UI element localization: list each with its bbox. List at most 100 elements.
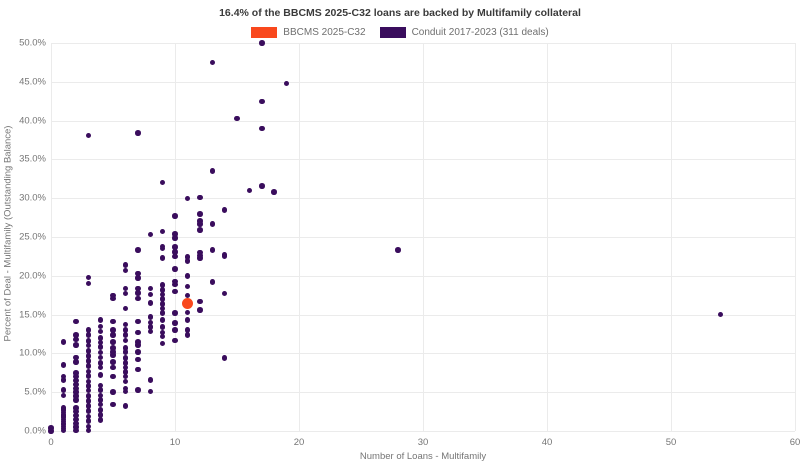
plot-area [48,40,796,434]
data-point-conduit [85,348,91,354]
legend-item-bbcms: BBCMS 2025-C32 [251,27,366,38]
y-tick-label: 15.0% [19,309,46,321]
data-point-conduit [172,253,178,260]
x-tick-label: 10 [169,437,181,448]
data-point-conduit [110,318,116,325]
data-point-conduit [122,321,129,328]
x-tick-label: 60 [789,437,800,448]
data-point-conduit [172,327,178,333]
data-point-conduit [159,282,166,288]
data-point-conduit [135,295,141,302]
horizontal-gridline [51,275,795,277]
data-point-conduit [159,255,166,261]
data-point-conduit [122,332,129,338]
data-point-conduit [159,228,166,235]
data-point-conduit [73,336,79,343]
x-tick-label: 20 [293,437,305,448]
data-point-conduit [159,301,166,307]
data-point-conduit [73,412,79,419]
data-point-conduit [97,417,104,423]
data-point-conduit [159,245,166,252]
data-point-conduit [197,221,203,227]
horizontal-gridline [51,353,795,355]
data-point-conduit [97,364,104,371]
data-point-conduit [159,317,166,323]
data-point-conduit [73,373,79,380]
data-point-conduit [85,383,91,389]
data-point-conduit [73,385,79,392]
data-point-conduit [122,364,129,371]
data-point-conduit [110,401,116,408]
data-point-conduit [172,249,178,255]
data-point-conduit [209,279,215,285]
horizontal-gridline [51,431,795,432]
data-point-conduit [135,349,141,355]
y-tick-label: 0.0% [24,425,46,437]
data-point-conduit [85,353,91,359]
data-point-conduit [97,339,104,346]
data-point-conduit [135,290,141,296]
data-point-conduit [97,349,104,356]
data-point-conduit [122,267,129,274]
data-point-conduit [147,319,153,326]
data-point-conduit [135,285,141,291]
data-point-conduit [85,363,91,369]
data-point-conduit [48,425,54,431]
data-point-conduit [184,327,191,333]
horizontal-gridline [51,159,795,161]
data-point-conduit [122,290,129,297]
data-point-conduit [184,195,191,201]
data-point-conduit [85,393,91,399]
data-point-conduit [48,428,54,434]
data-point-conduit [147,300,153,306]
data-point-conduit [184,283,191,290]
data-point-conduit [110,352,116,358]
data-point-conduit [259,40,265,46]
legend-swatch-bbcms [251,27,278,38]
data-point-conduit [135,270,141,277]
data-point-conduit [97,317,104,323]
data-point-conduit [184,273,191,279]
data-point-conduit [135,339,141,345]
data-point-conduit [73,397,79,403]
data-point-conduit [110,295,116,302]
y-tick-label: 35.0% [19,153,46,165]
data-point-conduit [122,369,129,375]
data-point-conduit [147,285,153,291]
data-point-conduit [147,314,153,320]
y-axis-title: Percent of Deal - Multifamily (Outstandi… [2,125,14,342]
data-point-conduit [184,332,191,338]
data-point-conduit [85,423,91,430]
y-tick-label: 25.0% [19,231,46,243]
data-point-conduit [73,389,79,395]
data-point-conduit [259,98,265,104]
horizontal-gridline [51,81,795,83]
data-point-conduit [85,413,91,419]
data-point-conduit [110,389,116,395]
data-point-conduit [85,418,91,424]
data-point-conduit [172,310,178,316]
data-point-conduit [234,115,240,121]
data-point-conduit [197,298,203,305]
data-point-conduit [110,345,116,351]
data-point-conduit [97,344,104,350]
data-point-conduit [135,275,141,281]
data-point-conduit [135,387,141,393]
data-point-conduit [60,373,67,380]
data-point-conduit [110,364,116,371]
data-point-conduit [159,179,166,186]
data-point-conduit [147,291,153,298]
data-point-conduit [147,328,153,335]
data-point-conduit [159,296,166,302]
y-tick-label: 20.0% [19,270,46,282]
data-point-conduit [122,349,129,355]
data-point-conduit [221,355,228,361]
data-point-conduit [122,355,129,361]
data-point-conduit [73,377,79,384]
data-point-conduit [73,370,79,376]
data-point-conduit [85,398,91,404]
data-point-conduit [110,332,116,338]
data-point-conduit [73,405,79,411]
x-axis-title: Number of Loans - Multifamily [359,451,487,462]
data-point-conduit [184,309,191,315]
